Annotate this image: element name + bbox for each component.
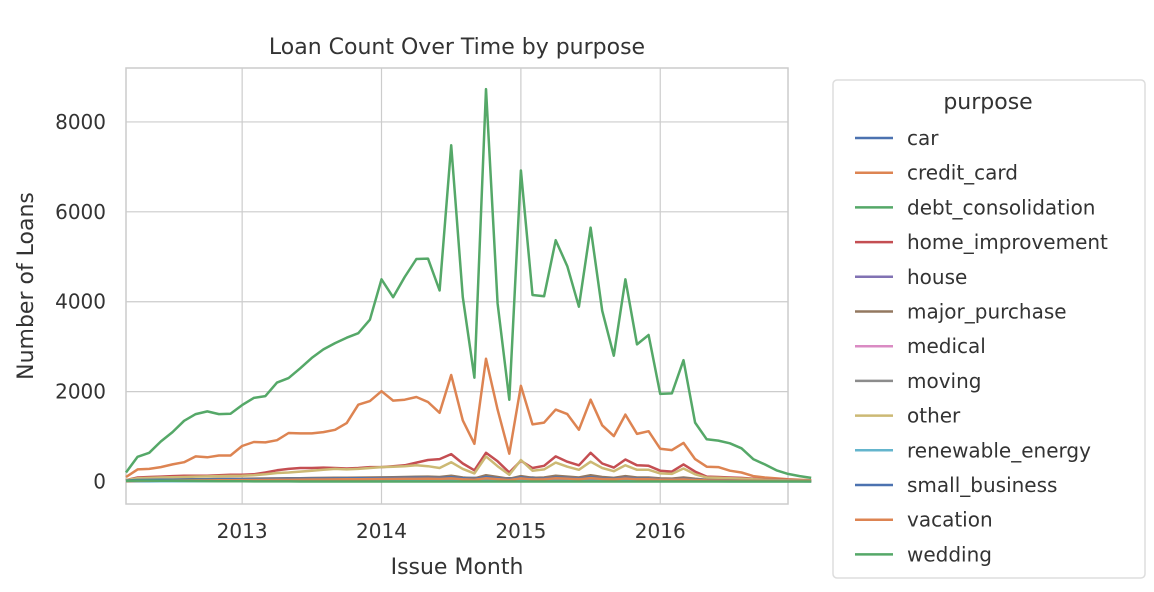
series-lines	[124, 87, 812, 483]
legend-label: wedding	[907, 542, 992, 566]
legend-item-car: car	[855, 126, 939, 150]
x-axis-ticks: 2013 2014 2015 2016	[217, 519, 686, 543]
legend-label: moving	[907, 369, 981, 393]
legend-label: credit_card	[907, 161, 1018, 185]
legend-item-moving: moving	[855, 369, 981, 393]
y-tick-label: 8000	[55, 110, 106, 134]
y-tick-label: 6000	[55, 200, 106, 224]
x-tick-label: 2013	[217, 519, 268, 543]
legend: purpose car credit_card debt_consolidation…	[832, 79, 1146, 579]
y-axis-ticks: 0 2000 4000 6000 8000	[55, 110, 106, 494]
x-axis-title: Issue Month	[391, 555, 524, 580]
legend-item-wedding: wedding	[855, 542, 992, 566]
legend-item-debt-consolidation: debt_consolidation	[855, 195, 1095, 219]
series-line-other	[125, 455, 812, 482]
legend-item-credit-card: credit_card	[855, 161, 1018, 185]
chart-title: Loan Count Over Time by purpose	[269, 35, 645, 60]
plot-area	[125, 67, 789, 505]
x-tick-label: 2015	[495, 519, 546, 543]
legend-label: renewable_energy	[907, 438, 1091, 462]
legend-item-vacation: vacation	[855, 508, 993, 532]
legend-label: small_business	[907, 473, 1057, 497]
legend-title: purpose	[943, 90, 1032, 115]
x-tick-label: 2016	[635, 519, 686, 543]
y-tick-label: 4000	[55, 290, 106, 314]
legend-item-renewable-energy: renewable_energy	[855, 438, 1091, 462]
legend-item-medical: medical	[855, 334, 986, 358]
y-tick-label: 0	[93, 470, 106, 494]
legend-label: medical	[907, 334, 986, 358]
legend-label: home_improvement	[907, 230, 1108, 254]
legend-label: debt_consolidation	[907, 195, 1095, 219]
legend-label: house	[907, 265, 967, 289]
legend-item-home-improvement: home_improvement	[855, 230, 1108, 254]
series-line-wedding	[125, 479, 812, 483]
legend-item-major-purchase: major_purchase	[855, 300, 1067, 324]
x-tick-label: 2014	[356, 519, 407, 543]
legend-item-small-business: small_business	[855, 473, 1057, 497]
legend-label: major_purchase	[907, 300, 1067, 324]
legend-item-other: other	[855, 404, 961, 428]
legend-box	[832, 79, 1146, 579]
legend-label: vacation	[907, 508, 993, 532]
legend-label: car	[907, 126, 939, 150]
series-line-debt-consolidation	[124, 87, 812, 480]
y-tick-label: 2000	[55, 380, 106, 404]
legend-label: other	[907, 404, 961, 428]
legend-item-house: house	[855, 265, 967, 289]
y-axis-title: Number of Loans	[14, 192, 39, 380]
series-line-credit-card	[125, 357, 812, 482]
